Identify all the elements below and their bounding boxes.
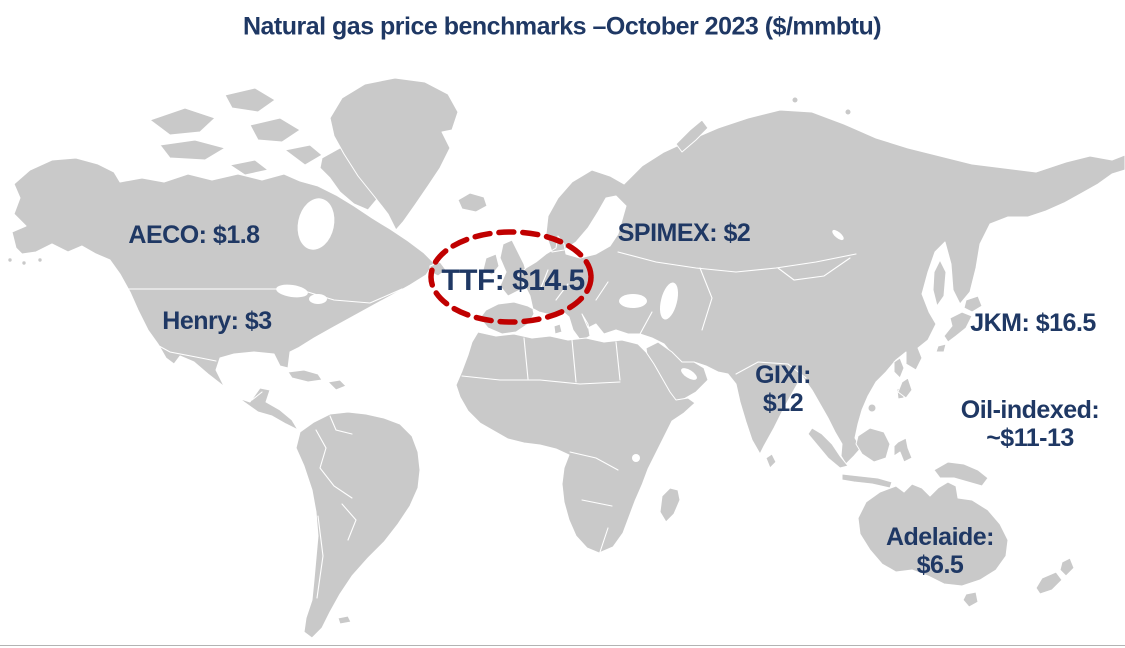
africa [455, 331, 696, 554]
label-gixi: GIXI: $12 [755, 361, 811, 417]
label-adelaide-line1: Adelaide: [885, 523, 995, 551]
label-adelaide: Adelaide: $6.5 [885, 523, 995, 579]
country-borders [125, 251, 857, 599]
label-henry-hub: Henry: $3 [162, 307, 272, 335]
page-title: Natural gas price benchmarks –October 20… [242, 12, 882, 41]
label-oil-indexed: Oil-indexed: ~$11-13 [960, 396, 1100, 452]
label-adelaide-line2: $6.5 [916, 551, 964, 579]
label-aeco: AECO: $1.8 [128, 221, 260, 249]
label-spimex: SPIMEX: $2 [617, 219, 751, 247]
bottom-divider [0, 645, 1125, 646]
label-gixi-line2: $12 [762, 389, 804, 417]
south-america [295, 411, 421, 639]
label-oil-indexed-line1: Oil-indexed: [960, 396, 1100, 424]
greenland [329, 77, 459, 231]
eurasia [479, 109, 1125, 465]
label-oil-indexed-line2: ~$11-13 [986, 424, 1074, 452]
label-jkm: JKM: $16.5 [970, 309, 1096, 337]
label-ttf: TTF: $14.5 [441, 264, 585, 298]
label-gixi-line1: GIXI: [755, 361, 811, 389]
lakes [276, 198, 844, 462]
ttf-highlight-ring [428, 229, 594, 325]
australia [857, 481, 1009, 587]
